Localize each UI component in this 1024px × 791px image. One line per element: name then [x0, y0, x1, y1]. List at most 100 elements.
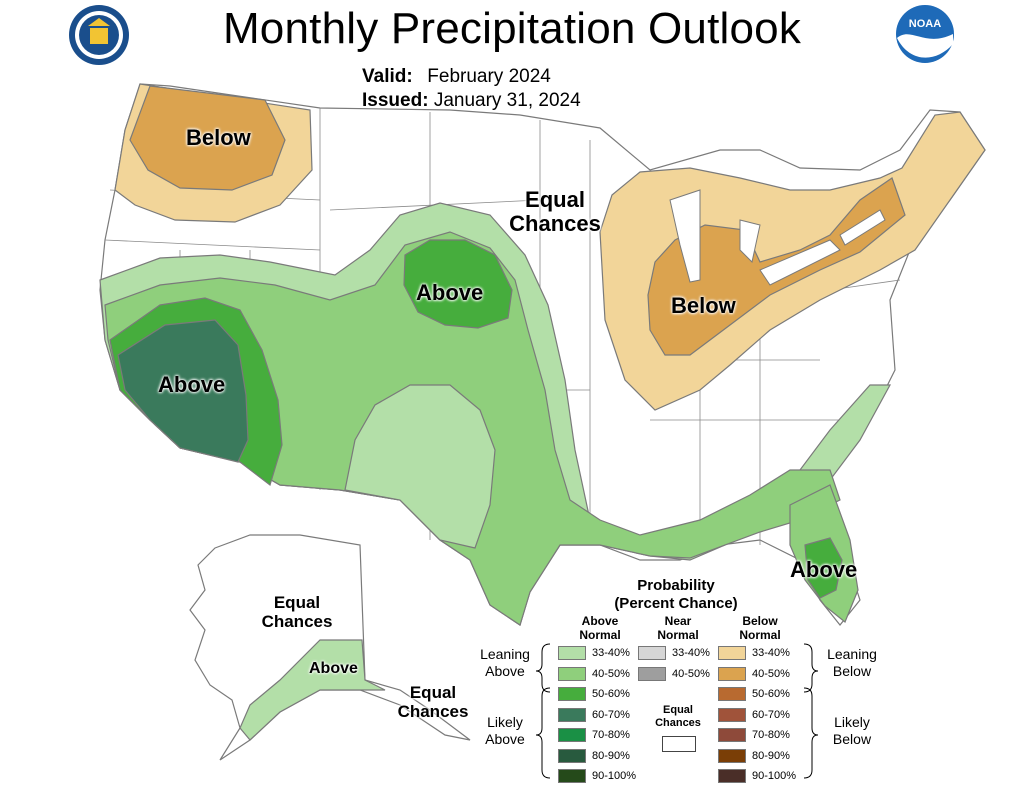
legend-below-swatch [718, 748, 746, 763]
label-below-northwest: Below [186, 125, 251, 150]
legend-braces-left [536, 643, 551, 779]
label-equal-word: Equal [409, 683, 457, 702]
legend-equal-word: Equal [663, 704, 693, 716]
legend-side-word: Below [832, 662, 872, 679]
legend-near-row: 33-40% [638, 646, 710, 660]
legend-likely-above: Likely Above [474, 714, 536, 748]
legend-col-word: Near [664, 614, 692, 628]
legend-equal-chances: Equal Chances [648, 704, 708, 730]
legend-near-row: 40-50% [638, 666, 710, 681]
legend-below-swatch [718, 646, 746, 660]
alaska-above-33 [239, 639, 386, 741]
noaa-logo-text: NOAA [909, 18, 941, 30]
valid-value: February 2024 [427, 66, 551, 87]
legend-side-word: Above [485, 730, 525, 747]
legend-below-range: 90-100% [752, 770, 797, 782]
nw-below-40 [129, 85, 286, 191]
legend-below-range: 40-50% [752, 667, 790, 680]
legend-below-swatch [718, 769, 746, 783]
great-lakes [669, 189, 886, 286]
issued-line: Issued: January 31, 2024 [362, 90, 581, 112]
legend-below-range: 50-60% [752, 688, 790, 700]
legend-col-word: Below [742, 614, 778, 628]
legend-below-row: 40-50% [718, 666, 790, 681]
legend-side-word: Below [832, 730, 872, 747]
legend-below-swatch [718, 707, 746, 722]
legend-above-row: 50-60% [558, 687, 630, 701]
plains-above-50 [403, 239, 513, 329]
legend-above-range: 80-90% [592, 749, 630, 762]
legend-col-word: Above [581, 614, 619, 628]
legend-below-row: 90-100% [718, 769, 796, 783]
label-chances-word: Chances [509, 211, 601, 237]
issued-label: Issued: [362, 90, 429, 111]
legend-col-above: Above Normal [566, 614, 634, 643]
legend-col-word: Normal [579, 628, 621, 643]
legend-side-word: Leaning [480, 646, 530, 662]
legend-below-row: 60-70% [718, 707, 790, 722]
legend-below-row: 80-90% [718, 748, 790, 763]
legend-above-swatch [558, 646, 586, 660]
legend-side-word: Likely [834, 714, 870, 730]
legend-equal-word: Chances [655, 717, 701, 730]
legend-above-range: 40-50% [592, 667, 630, 680]
page-title: Monthly Precipitation Outlook [222, 4, 802, 53]
west-above-60 [117, 319, 249, 463]
legend-above-swatch [558, 707, 586, 722]
legend-above-swatch [558, 687, 586, 701]
legend-side-word: Likely [487, 714, 523, 730]
legend-above-row: 33-40% [558, 646, 630, 660]
texas-above-33 [344, 384, 496, 549]
legend-below-range: 80-90% [752, 749, 790, 762]
legend-above-range: 70-80% [592, 729, 630, 741]
legend-above-row: 60-70% [558, 707, 630, 722]
legend-above-row: 70-80% [558, 728, 630, 742]
label-chances-word: Chances [261, 611, 333, 631]
legend-col-word: Normal [739, 628, 781, 643]
legend-below-range: 60-70% [752, 708, 790, 721]
label-below-east: Below [671, 293, 736, 318]
legend-near-range: 33-40% [672, 647, 710, 659]
valid-label: Valid: [362, 66, 413, 87]
legend-above-row: 80-90% [558, 748, 630, 763]
label-equal-chances-alaska: Equal Chances [254, 593, 340, 631]
commerce-seal-icon [68, 4, 130, 66]
legend-likely-below: Likely Below [820, 714, 884, 748]
legend-above-row: 90-100% [558, 769, 636, 783]
legend-title: Probability (Percent Chance) [590, 577, 762, 613]
legend-braces-right [803, 643, 819, 779]
label-equal-chances-panhandle: Equal Chances [393, 683, 473, 721]
legend-above-swatch [558, 748, 586, 763]
label-equal-chances-central: Equal Chances [502, 187, 608, 237]
legend-col-word: Normal [657, 628, 699, 643]
legend-below-row: 33-40% [718, 646, 790, 660]
legend-below-swatch [718, 666, 746, 681]
label-above-alaska: Above [309, 660, 358, 677]
issued-value: January 31, 2024 [433, 90, 581, 111]
label-above-florida: Above [790, 557, 858, 582]
label-above-southwest: Above [158, 372, 226, 397]
legend-below-row: 50-60% [718, 687, 790, 701]
legend-below-row: 70-80% [718, 728, 790, 742]
legend-above-swatch [558, 769, 586, 783]
legend-below-range: 70-80% [752, 729, 790, 741]
label-chances-word: Chances [397, 701, 469, 721]
legend-leaning-above: Leaning Above [474, 646, 536, 680]
label-equal-word: Equal [525, 187, 585, 212]
label-above-plains: Above [416, 280, 484, 305]
legend-near-swatch [638, 646, 666, 660]
florida-above-50 [804, 537, 843, 599]
legend-below-swatch [718, 687, 746, 701]
legend-title-line: (Percent Chance) [614, 595, 738, 612]
legend-above-range: 33-40% [592, 647, 630, 659]
legend-leaning-below: Leaning Below [820, 646, 884, 680]
noaa-logo-icon: NOAA [895, 4, 955, 64]
valid-line: Valid: February 2024 [362, 66, 551, 88]
legend-above-swatch [558, 666, 586, 681]
legend-equal-chances-swatch [662, 736, 696, 752]
legend-near-swatch [638, 666, 666, 681]
legend-above-range: 60-70% [592, 708, 630, 721]
legend-below-swatch [718, 728, 746, 742]
legend-below-range: 33-40% [752, 647, 790, 659]
